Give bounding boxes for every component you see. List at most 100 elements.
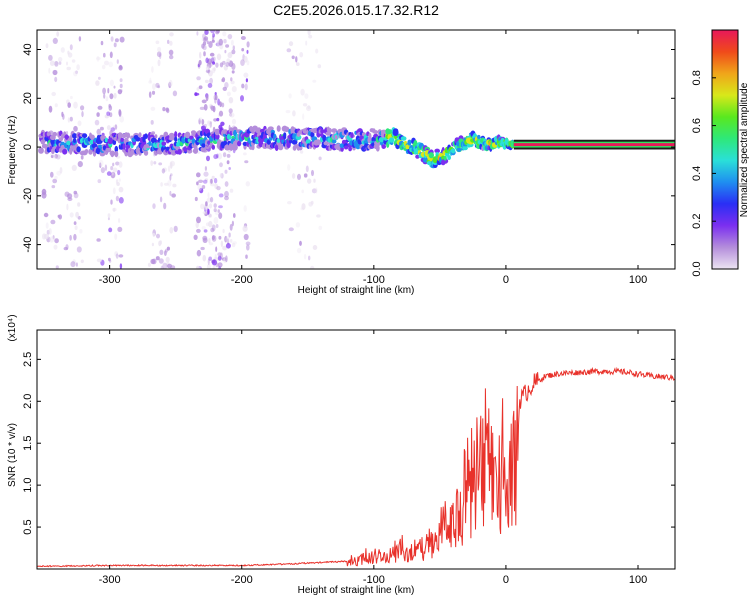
spectrogram-noise-blob: [165, 107, 169, 112]
spectrogram-noise-blob: [58, 61, 62, 65]
spectrogram-noise-blob: [157, 59, 161, 67]
spectrogram-noise-blob: [315, 48, 319, 54]
spectrogram-noise-blob: [225, 255, 228, 263]
spectrogram-frame: [36, 29, 676, 270]
spectrogram-noise-blob: [169, 32, 174, 37]
spectrogram-noise-blob: [211, 259, 217, 266]
spectrogram-ridge-blob: [143, 150, 149, 156]
spectrogram-ridge-blob: [52, 131, 58, 137]
spectrogram-noise-blob: [312, 245, 318, 250]
snr-marks: [37, 366, 675, 568]
spectrogram-noise-blob: [97, 105, 103, 110]
spectrogram-noise-blob: [156, 51, 162, 58]
spectrogram-noise-blob: [159, 196, 163, 203]
spectrogram-ridge-blob: [266, 139, 271, 145]
spectrogram-ridge-blob: [201, 143, 206, 148]
spectrogram-noise-blob: [217, 209, 220, 213]
spectrogram-ridge-blob: [428, 152, 434, 159]
spectrogram-noise-blob: [162, 167, 167, 173]
spectrogram-noise-blob: [217, 98, 221, 106]
spectrogram-noise-blob: [118, 161, 123, 168]
spectrogram-ridge-blob: [510, 140, 515, 147]
spectrogram-ridge-blob: [310, 131, 315, 138]
spectrogram-noise-blob: [73, 221, 77, 226]
spectrogram-noise-blob: [104, 60, 109, 66]
spectrogram-noise-blob: [202, 211, 207, 215]
spectrogram-noise-blob: [228, 97, 234, 104]
spectrogram-noise-blob: [169, 190, 172, 196]
spectrogram-noise-blob: [219, 162, 223, 168]
x-tick-label: 100: [629, 574, 647, 586]
spectrogram-noise-blob: [151, 90, 156, 95]
spectrogram-noise-blob: [151, 66, 154, 73]
spectrogram-noise-blob: [168, 49, 174, 56]
spectrogram-noise-blob: [108, 105, 113, 111]
x-tick-label: -100: [363, 574, 385, 586]
spectrogram-noise-blob: [246, 49, 249, 54]
spectrogram-noise-blob: [305, 40, 308, 46]
spectrogram-noise-blob: [231, 220, 234, 227]
spectrogram-ridge-blob: [322, 134, 327, 142]
spectrogram-noise-blob: [229, 223, 233, 231]
spectrogram-noise-blob: [151, 242, 154, 247]
spectrogram-ridge-blob: [177, 148, 182, 155]
colorbar-tick-label: 0.8: [691, 70, 703, 85]
spectrogram-ridge-blob: [289, 139, 293, 144]
spectrogram-noise-blob: [210, 196, 214, 203]
spectrogram-noise-blob: [110, 171, 116, 179]
spectrogram-noise-blob: [295, 56, 298, 63]
spectrogram-noise-blob: [153, 161, 157, 165]
spectrogram-ridge-blob: [122, 143, 126, 150]
spectrogram-noise-blob: [116, 59, 119, 64]
spectrogram-noise-blob: [50, 171, 54, 178]
spectrogram-ridge-blob: [186, 149, 193, 154]
spectrogram-y-label: Frequency (Hz): [7, 116, 18, 185]
x-tick-label: -300: [99, 574, 121, 586]
spectrogram-noise-blob: [216, 186, 221, 191]
spectrogram-ridge-blob: [413, 140, 418, 146]
spectrogram-noise-blob: [76, 246, 82, 253]
spectrogram-noise-blob: [149, 77, 152, 84]
spectrogram-ridge-blob: [415, 154, 420, 159]
spectrogram-noise-blob: [99, 162, 102, 168]
spectrogram-noise-blob: [118, 178, 121, 182]
spectrogram-noise-blob: [299, 240, 302, 246]
spectrogram-noise-blob: [214, 92, 217, 96]
spectrogram-noise-blob: [103, 93, 106, 99]
spectrogram-noise-blob: [173, 225, 178, 233]
spectrogram-noise-blob: [199, 187, 204, 194]
spectrogram-noise-blob: [307, 30, 311, 36]
spectrogram-ridge-blob: [211, 144, 215, 150]
spectrogram-noise-blob: [96, 55, 100, 62]
spectrogram-noise-blob: [286, 48, 292, 53]
spectrogram-noise-blob: [61, 111, 64, 117]
spectrogram-noise-blob: [169, 160, 175, 167]
spectrogram-noise-blob: [119, 263, 123, 269]
spectrogram-noise-blob: [169, 174, 172, 181]
spectrogram-noise-blob: [296, 247, 302, 254]
spectrogram-noise-blob: [203, 171, 209, 177]
spectrogram-noise-blob: [246, 244, 250, 251]
spectrogram-noise-blob: [231, 242, 236, 248]
spectrogram-ridge-blob: [291, 139, 298, 145]
spectrogram-noise-blob: [50, 219, 56, 225]
spectrogram-noise-blob: [80, 259, 84, 264]
spectrogram-ridge-blob: [323, 141, 330, 146]
spectrogram-ridge-blob: [251, 129, 255, 134]
spectrogram-noise-blob: [51, 185, 56, 189]
spectrogram-noise-blob: [226, 160, 230, 165]
spectrogram-noise-blob: [79, 229, 83, 234]
colorbar-tick-label: 0.0: [691, 261, 703, 276]
spectrogram-noise-blob: [196, 216, 201, 224]
spectrogram-noise-blob: [99, 126, 104, 131]
spectrogram-noise-blob: [54, 103, 58, 108]
spectrogram-noise-blob: [147, 262, 151, 267]
spectrogram-ridge-blob: [144, 133, 148, 139]
spectrogram-noise-blob: [223, 39, 227, 44]
snr-frame: [36, 329, 676, 570]
spectrogram-noise-blob: [108, 227, 113, 233]
spectrogram-noise-blob: [102, 87, 106, 95]
spectrogram-noise-blob: [304, 93, 309, 99]
spectrogram-ridge-blob: [242, 141, 248, 146]
